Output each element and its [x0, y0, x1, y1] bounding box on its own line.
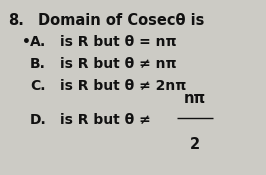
Text: is R but θ ≠ nπ: is R but θ ≠ nπ [60, 57, 177, 71]
Text: is R but θ ≠ 2nπ: is R but θ ≠ 2nπ [60, 79, 186, 93]
Text: nπ: nπ [184, 91, 206, 106]
Text: Domain of Cosecθ is: Domain of Cosecθ is [38, 13, 204, 28]
Text: is R but θ ≠: is R but θ ≠ [60, 113, 151, 127]
Text: B.: B. [30, 57, 46, 71]
Text: D.: D. [30, 113, 47, 127]
Text: A.: A. [30, 35, 46, 49]
Text: is R but θ = nπ: is R but θ = nπ [60, 35, 177, 49]
Text: C.: C. [30, 79, 45, 93]
Text: •: • [22, 35, 31, 49]
Text: 8.: 8. [8, 13, 24, 28]
Text: 2: 2 [190, 137, 200, 152]
